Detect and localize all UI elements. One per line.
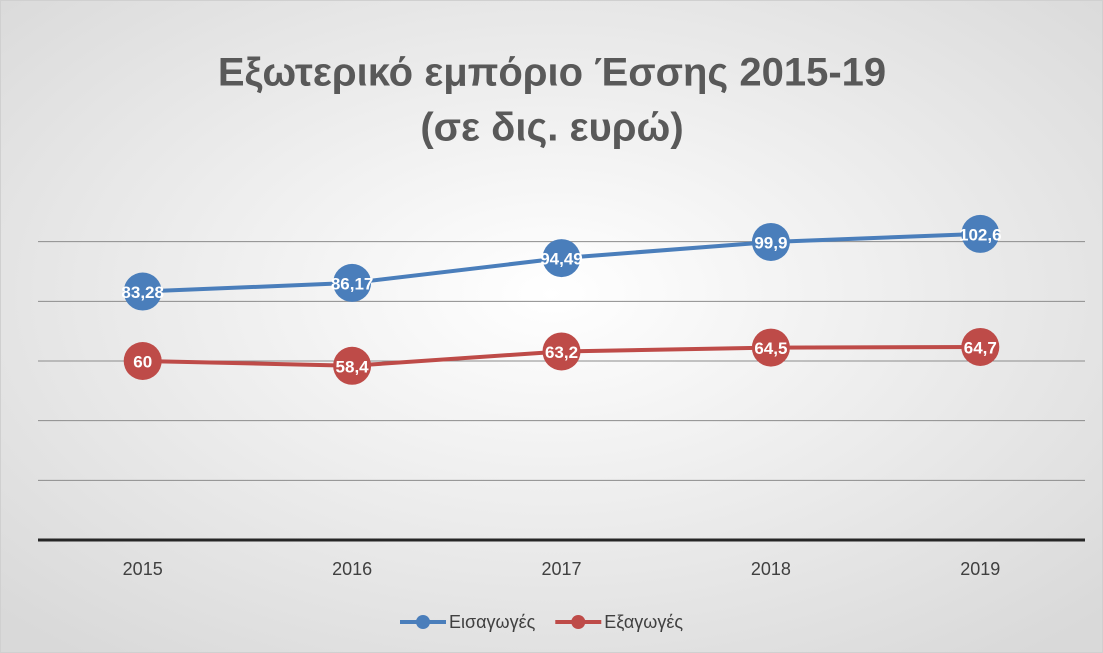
marker <box>751 222 790 261</box>
data-label: 60 <box>133 352 152 371</box>
data-label: 102,6 <box>959 225 1002 244</box>
data-label: 83,28 <box>121 283 164 302</box>
x-tick-label: 2018 <box>751 559 791 579</box>
marker <box>961 327 1000 366</box>
data-label: 63,2 <box>545 343 578 362</box>
data-label: 94,49 <box>540 250 583 269</box>
marker <box>542 239 581 278</box>
marker <box>123 272 162 311</box>
x-tick-label: 2019 <box>960 559 1000 579</box>
marker <box>333 346 372 385</box>
chart-title: (σε δις. ευρώ) <box>420 106 683 150</box>
marker <box>333 263 372 302</box>
data-label: 58,4 <box>336 357 370 376</box>
marker <box>542 332 581 371</box>
marker <box>751 328 790 367</box>
marker <box>961 214 1000 253</box>
legend-marker <box>416 615 430 629</box>
legend-label: Εισαγωγές <box>449 612 536 632</box>
data-label: 99,9 <box>754 233 787 252</box>
x-tick-label: 2017 <box>541 559 581 579</box>
chart-title: Εξωτερικό εμπόριο Έσσης 2015-19 <box>218 51 886 95</box>
legend-label: Εξαγωγές <box>604 612 683 632</box>
x-tick-label: 2016 <box>332 559 372 579</box>
data-label: 86,17 <box>331 274 374 293</box>
data-label: 64,7 <box>964 338 997 357</box>
x-tick-label: 2015 <box>123 559 163 579</box>
data-label: 64,5 <box>754 339 787 358</box>
legend-marker <box>571 615 586 629</box>
marker <box>123 342 162 380</box>
